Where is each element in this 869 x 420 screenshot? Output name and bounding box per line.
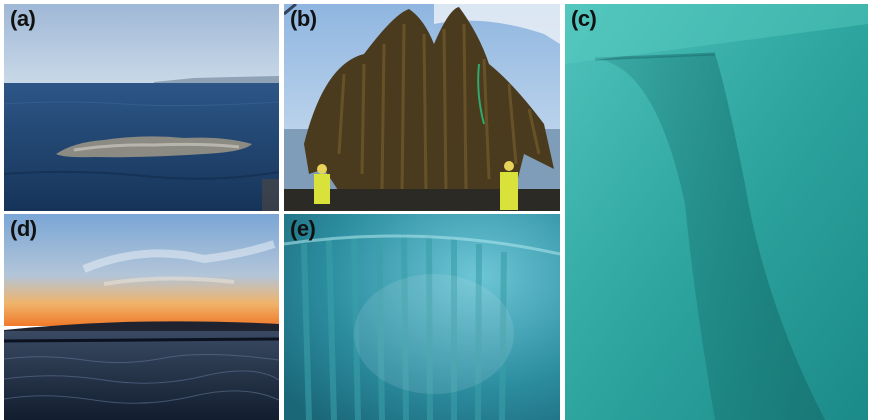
panel-label-e: (e) [290, 216, 316, 241]
photo-panel-c: (c) [565, 4, 868, 420]
photo-panel-a: (a) [4, 4, 279, 211]
islet-photo [4, 4, 279, 211]
sunset-sea-photo [4, 214, 279, 420]
panel-label-b: (b) [290, 6, 317, 31]
photo-panel-d: (d) [4, 214, 279, 420]
photo-panel-b: (b) [284, 4, 560, 211]
photo-panel-e: (e) [284, 214, 560, 420]
underwater-net-photo [565, 4, 868, 420]
mussel-rope-photo [284, 4, 560, 211]
panel-label-d: (d) [10, 216, 37, 241]
underwater-ropes-photo [284, 214, 560, 420]
panel-label-a: (a) [10, 6, 36, 31]
panel-label-c: (c) [571, 6, 597, 31]
